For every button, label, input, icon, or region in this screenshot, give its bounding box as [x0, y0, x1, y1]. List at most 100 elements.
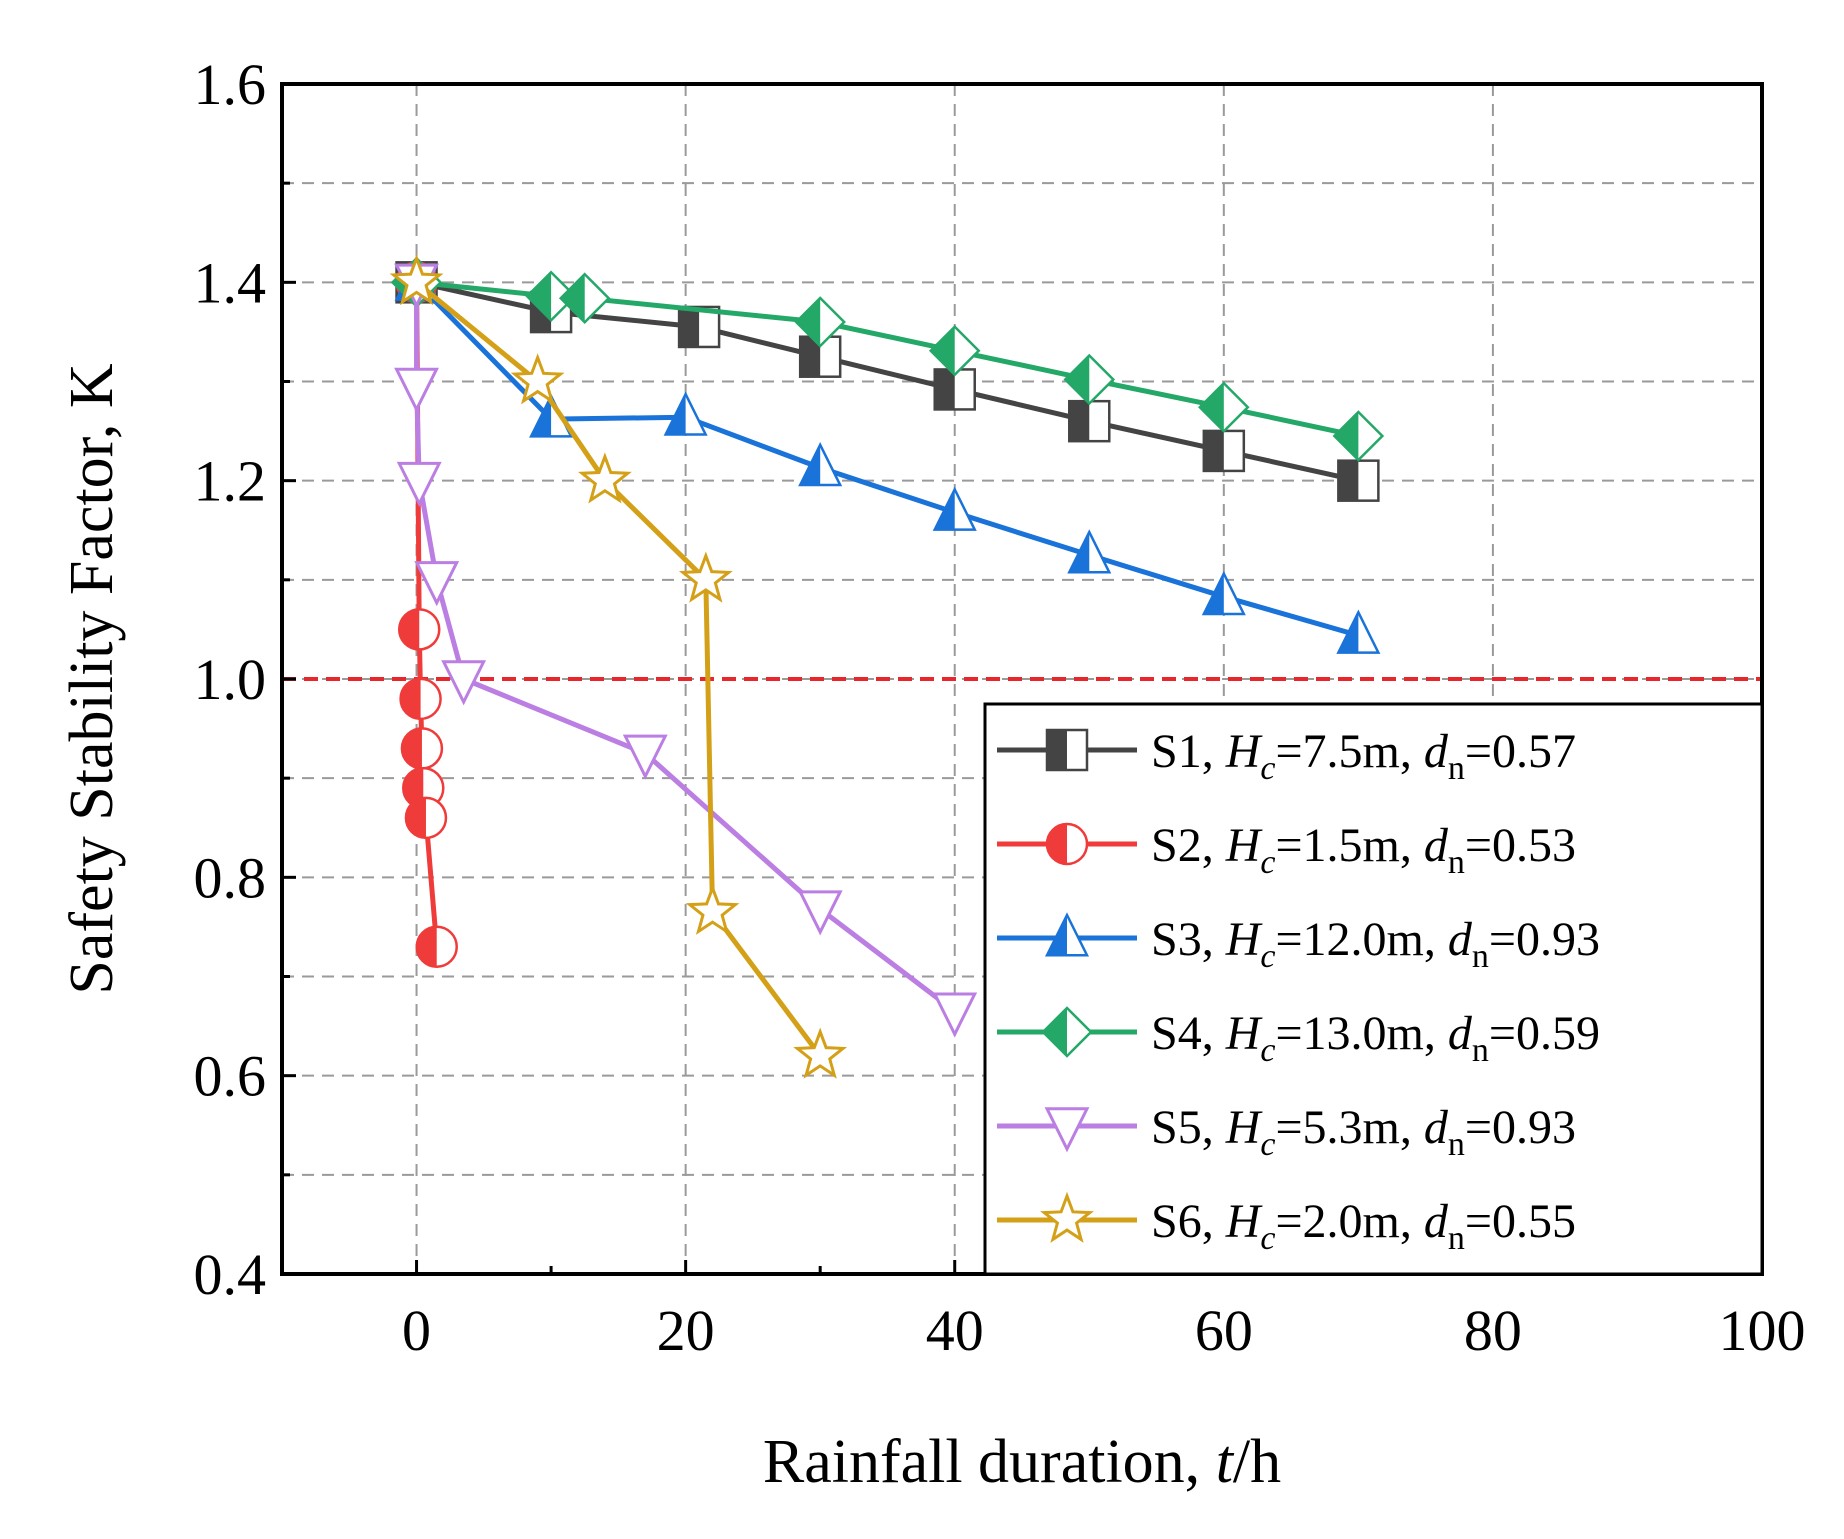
x-tick-label: 0 [402, 1298, 431, 1363]
legend-label-h-sub: c [1260, 844, 1275, 881]
legend-entry-s2: S2, Hc=1.5m, dn=0.53 [997, 819, 1576, 881]
data-point-s5 [414, 561, 460, 607]
legend-marker [1040, 1191, 1094, 1243]
legend-label-dn-value: =0.59 [1489, 1007, 1600, 1060]
legend-label-h: H [1225, 913, 1263, 966]
data-point-s6 [510, 353, 565, 405]
marker-fill [1338, 460, 1359, 501]
marker-outline [678, 551, 733, 603]
legend-label-h: H [1225, 819, 1263, 872]
y-tick-label: 1.2 [194, 449, 267, 514]
series-layer [389, 254, 1385, 1079]
marker-fill [405, 797, 426, 838]
legend-label-h-sub: c [1260, 750, 1275, 787]
legend-label-hc-value: =2.0m, [1275, 1195, 1423, 1248]
legend-label-h-sub: c [1260, 938, 1275, 975]
data-point-s6 [678, 551, 733, 603]
legend-label-d-sub: n [1472, 1032, 1489, 1069]
marker-fill [930, 326, 955, 375]
data-point-s4 [558, 272, 611, 324]
legend-label-h: H [1225, 725, 1263, 778]
marker-fill [1069, 532, 1090, 573]
legend-entry-s5: S5, Hc=5.3m, dn=0.93 [997, 1101, 1576, 1163]
marker-fill [1069, 401, 1090, 442]
y-tick-label: 0.4 [194, 1242, 267, 1307]
data-point-s3 [1067, 529, 1112, 574]
data-point-s3 [798, 441, 843, 487]
y-tick-label: 1.4 [194, 250, 267, 315]
x-axis-title: Rainfall duration, t/h [763, 1428, 1281, 1496]
legend-label-d-sub: n [1448, 1220, 1465, 1257]
marker-outline [394, 367, 439, 413]
legend-label-h: H [1225, 1101, 1263, 1154]
data-point-s1 [1337, 459, 1380, 502]
legend-label-h-sub: c [1260, 1126, 1275, 1163]
data-point-s5 [394, 367, 439, 413]
series-line-s6 [414, 280, 823, 1058]
legend-label-hc-value: =7.5m, [1275, 725, 1423, 778]
marker-fill [1203, 573, 1224, 614]
marker-outline [389, 254, 444, 306]
marker-fill [1338, 612, 1359, 653]
marker-fill [401, 728, 422, 769]
marker-fill [796, 298, 821, 346]
x-tick-label: 100 [1719, 1298, 1806, 1363]
legend-label-d-sub: n [1472, 938, 1489, 975]
legend-box [983, 702, 1764, 1276]
legend-label-series: S6, [1151, 1195, 1226, 1248]
legend-label: S3, Hc=12.0m, dn=0.93 [1151, 913, 1600, 975]
legend-label-d: d [1424, 1195, 1449, 1248]
marker-fill [560, 274, 585, 323]
legend-label-series: S3, [1151, 913, 1226, 966]
data-point-s2 [415, 925, 458, 968]
data-point-s2 [404, 796, 448, 840]
legend-label-series: S1, [1151, 725, 1226, 778]
marker-fill [399, 609, 420, 650]
data-point-s5 [797, 890, 843, 936]
marker-outline [396, 461, 442, 508]
marker-fill [800, 336, 821, 377]
marker-fill [1334, 412, 1359, 461]
marker-outline [793, 1027, 848, 1079]
marker-outline [441, 660, 487, 706]
data-point-s3 [1201, 570, 1246, 616]
marker-fill [1199, 383, 1224, 432]
marker-fill [1047, 915, 1067, 956]
legend-label-dn-value: =0.53 [1465, 819, 1576, 872]
marker-fill [416, 926, 437, 967]
legend-label-hc-value: =12.0m, [1275, 913, 1447, 966]
legend-label-dn-value: =0.93 [1489, 913, 1600, 966]
legend-marker [1045, 728, 1089, 772]
legend-marker [1044, 912, 1090, 957]
marker-outline [1044, 1107, 1090, 1153]
legend-entry-s6: S6, Hc=2.0m, dn=0.55 [997, 1191, 1576, 1257]
legend-label-h-sub: c [1260, 1032, 1275, 1069]
legend-label-d-sub: n [1448, 750, 1465, 787]
legend-label-d: d [1448, 913, 1473, 966]
data-point-s1 [1202, 429, 1246, 473]
data-point-s5 [932, 992, 978, 1038]
marker-fill [1047, 730, 1067, 770]
legend-marker [1041, 1006, 1093, 1058]
legend-label-d: d [1424, 819, 1449, 872]
legend-label-h: H [1225, 1195, 1263, 1248]
data-point-s2 [397, 608, 441, 651]
data-point-s4 [1063, 353, 1116, 406]
data-point-s1 [1068, 399, 1111, 443]
axis-ticks: 0 20 40 60 80 100 0.4 0.6 0.8 1.0 1.2 1.4 1.6 [194, 52, 1806, 1363]
data-point-s4 [794, 296, 846, 348]
marker-fill [679, 306, 700, 347]
legend-entry-s4: S4, Hc=13.0m, dn=0.59 [997, 1006, 1600, 1069]
y-tick-label: 1.6 [194, 52, 267, 117]
legend-label-d: d [1448, 1007, 1473, 1060]
series-s4 [390, 256, 1385, 462]
legend-label-d: d [1424, 1101, 1449, 1154]
data-point-s4 [1332, 410, 1385, 462]
marker-outline [510, 353, 565, 405]
legend-label-d: d [1424, 725, 1449, 778]
legend-label: S6, Hc=2.0m, dn=0.55 [1151, 1195, 1576, 1257]
marker-outline [932, 992, 978, 1038]
legend-label-dn-value: =0.93 [1465, 1101, 1576, 1154]
legend-label-hc-value: =5.3m, [1275, 1101, 1423, 1154]
